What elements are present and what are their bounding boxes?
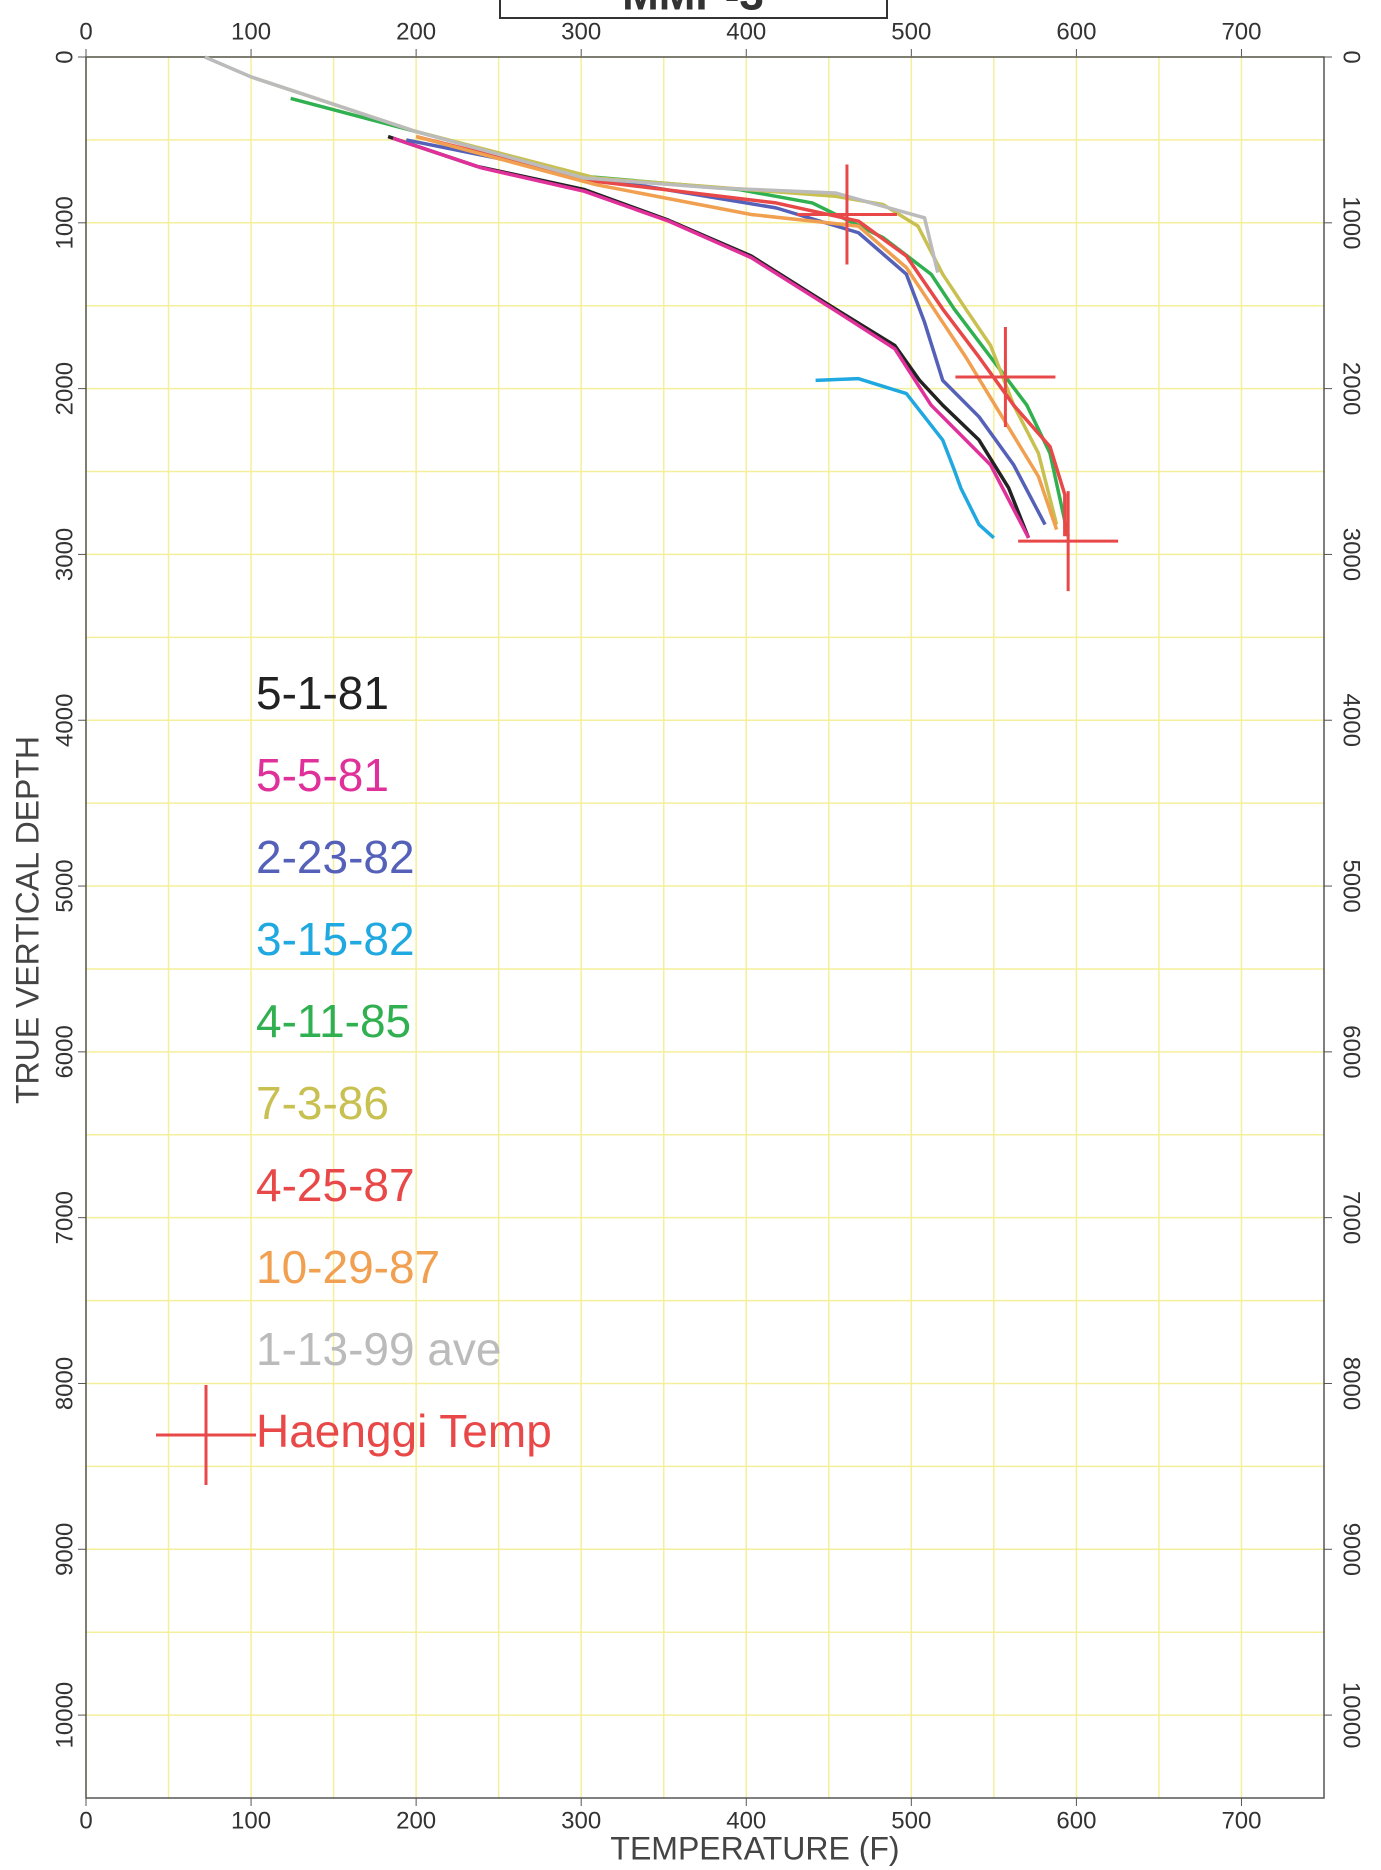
- y-tick-label: 1000: [51, 196, 78, 249]
- x-tick-label: 100: [231, 1807, 271, 1834]
- legend-label: Haenggi Temp: [256, 1405, 552, 1457]
- cross-marker: [796, 164, 897, 265]
- y-tick-label: 3000: [51, 528, 78, 581]
- y-tick-label: 9000: [51, 1523, 78, 1576]
- x-tick-label-top: 400: [726, 18, 766, 45]
- y-tick-label: 8000: [51, 1357, 78, 1410]
- series-line: [290, 96, 1070, 537]
- series-line: [415, 134, 1059, 531]
- y-tick-label-right: 3000: [1338, 528, 1365, 581]
- y-tick-label: 0: [51, 50, 78, 63]
- y-tick-label-right: 7000: [1338, 1191, 1365, 1244]
- x-tick-label-top: 300: [561, 18, 601, 45]
- x-tick-label-top: 0: [79, 18, 92, 45]
- legend-label: 3-15-82: [256, 913, 415, 965]
- chart-title: MMP-3: [622, 0, 764, 20]
- x-tick-label-top: 100: [231, 18, 271, 45]
- cross-marker: [1018, 491, 1119, 592]
- x-tick-label: 700: [1221, 1807, 1261, 1834]
- series-line: [204, 55, 940, 273]
- x-tick-label: 0: [79, 1807, 92, 1834]
- x-tick-label-top: 500: [891, 18, 931, 45]
- y-tick-label: 5000: [51, 859, 78, 912]
- series-line: [815, 376, 996, 540]
- x-axis-title: TEMPERATURE (F): [610, 1830, 899, 1866]
- y-tick-label: 4000: [51, 694, 78, 747]
- y-tick-label-right: 5000: [1338, 859, 1365, 912]
- x-tick-label-top: 600: [1056, 18, 1096, 45]
- y-axis-title: TRUE VERTICAL DEPTH: [9, 736, 45, 1104]
- legend-label: 2-23-82: [256, 831, 415, 883]
- x-tick-label: 600: [1056, 1807, 1096, 1834]
- legend-label: 4-25-87: [256, 1159, 415, 1211]
- y-tick-label-right: 4000: [1338, 694, 1365, 747]
- legend-label: 5-1-81: [256, 667, 389, 719]
- legend-label: 7-3-86: [256, 1077, 389, 1129]
- y-tick-label: 7000: [51, 1191, 78, 1244]
- x-tick-label: 400: [726, 1807, 766, 1834]
- y-tick-label-right: 0: [1338, 50, 1365, 63]
- y-tick-label: 6000: [51, 1025, 78, 1078]
- x-tick-label: 200: [396, 1807, 436, 1834]
- y-tick-label-right: 2000: [1338, 362, 1365, 415]
- x-tick-label-top: 700: [1221, 18, 1261, 45]
- y-tick-label-right: 10000: [1338, 1682, 1365, 1749]
- x-tick-label: 500: [891, 1807, 931, 1834]
- series-line: [415, 134, 1067, 537]
- title-box: [499, 0, 888, 19]
- legend-label: 1-13-99 ave: [256, 1323, 502, 1375]
- series-line: [392, 136, 1031, 539]
- y-tick-label-right: 9000: [1338, 1523, 1365, 1576]
- y-tick-label-right: 6000: [1338, 1025, 1365, 1078]
- y-tick-label: 10000: [51, 1682, 78, 1749]
- cross-marker: [955, 327, 1056, 428]
- y-tick-label: 2000: [51, 362, 78, 415]
- legend-label: 5-5-81: [256, 749, 389, 801]
- cross-marker: [156, 1385, 256, 1485]
- x-tick-label: 300: [561, 1807, 601, 1834]
- series-line: [250, 75, 1059, 526]
- legend-label: 4-11-85: [256, 995, 411, 1047]
- legend-label: 10-29-87: [256, 1241, 440, 1293]
- plot-frame: [85, 56, 1325, 1799]
- y-tick-label-right: 8000: [1338, 1357, 1365, 1410]
- y-tick-label-right: 1000: [1338, 196, 1365, 249]
- x-tick-label-top: 200: [396, 18, 436, 45]
